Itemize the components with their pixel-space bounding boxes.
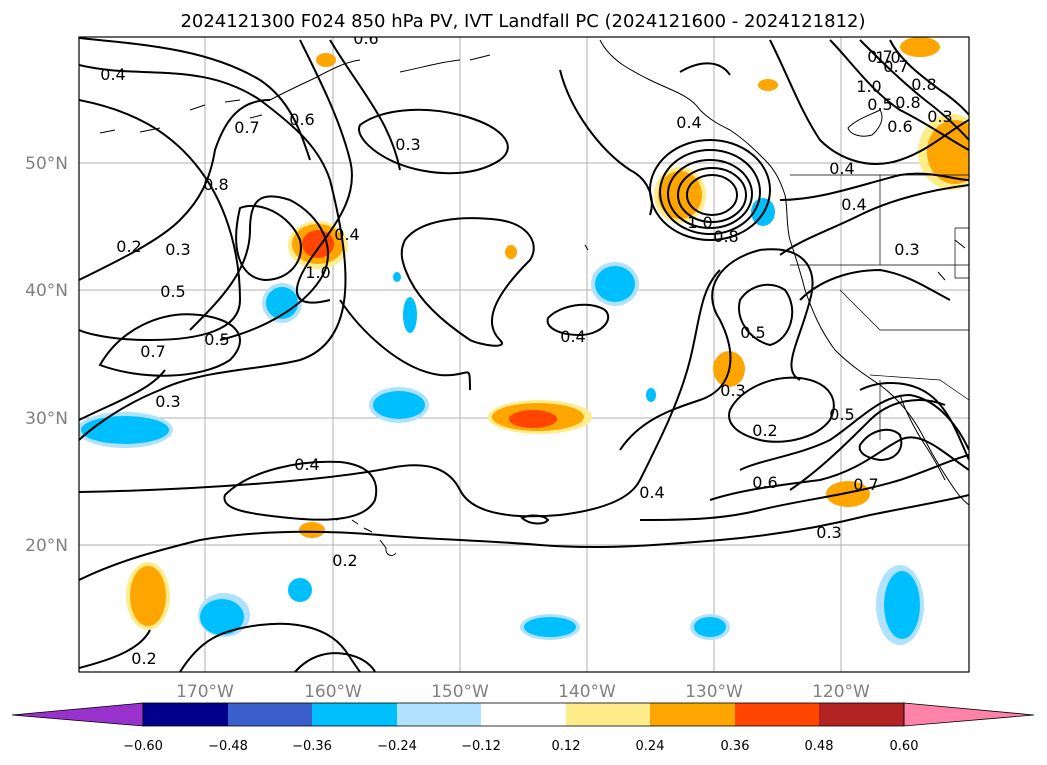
shade-positive-24n-120w <box>826 481 870 507</box>
contour-label: 0.4 <box>560 327 585 346</box>
contour-label: 0.3 <box>894 240 919 259</box>
contour-label: 0.5 <box>160 282 185 301</box>
colorbar-tick-label: −0.12 <box>461 739 501 754</box>
coastlines <box>99 39 969 556</box>
colorbar-segment <box>819 703 904 726</box>
longitude-labels: 170°W 160°W 150°W 140°W 130°W 120°W <box>176 682 870 702</box>
lat-label-20n: 20°N <box>25 536 68 556</box>
colorbar-tick-label: 0.24 <box>636 739 665 754</box>
colorbar-segment <box>228 703 312 726</box>
contour-label: 0.8 <box>895 93 920 112</box>
contour-label: 0.4 <box>841 195 866 214</box>
contour-label: 0.4 <box>294 455 319 474</box>
colorbar-tick-label: −0.60 <box>123 739 163 754</box>
contour-label: 0.5 <box>740 323 765 342</box>
contour-label: 0.5 <box>829 405 854 424</box>
contour-label: 0.5 <box>867 95 892 114</box>
contour-label: 0.4 <box>100 65 125 84</box>
contour-label: 0.5 <box>204 330 229 349</box>
contour-label: 0.4 <box>829 159 854 178</box>
lat-label-50n: 50°N <box>25 154 68 174</box>
contour-label: 0.7 <box>234 118 259 137</box>
contour-label: 0.7 <box>867 47 892 66</box>
colorbar-tick-label: 0.36 <box>721 739 750 754</box>
political-borders <box>790 174 969 440</box>
lat-label-40n: 40°N <box>25 281 68 301</box>
contour-label: 0.6 <box>887 117 912 136</box>
colorbar-tick-label: −0.24 <box>377 739 417 754</box>
contour-label: 1.0 <box>305 263 330 282</box>
contour-label: 0.6 <box>752 473 777 492</box>
contour-label: 1.0 <box>687 213 712 232</box>
contour-label: 0.7 <box>140 342 165 361</box>
colorbar-frame <box>142 702 905 727</box>
colorbar-segment <box>650 703 735 726</box>
lon-label-120w: 120°W <box>812 682 870 702</box>
contour-label: 0.6 <box>353 29 378 48</box>
contour-label: 0.8 <box>713 227 738 246</box>
colorbar-segment <box>397 703 481 726</box>
colorbar-segment <box>143 703 228 726</box>
contour-label: 1.0 <box>875 48 900 67</box>
contour-label: 0.2 <box>752 421 777 440</box>
contour-label: 0.3 <box>927 107 952 126</box>
colorbar-segment <box>735 703 819 726</box>
contour-label: 0.2 <box>332 551 357 570</box>
pv-contours <box>79 37 969 672</box>
contour-label: 0.3 <box>720 381 745 400</box>
contour-label: 0.2 <box>131 649 156 668</box>
lon-label-140w: 140°W <box>558 682 616 702</box>
contour-label: 0.8 <box>203 175 228 194</box>
colorbar: −0.60 −0.48 −0.36 −0.24 −0.12 0.12 0.24 … <box>11 702 1035 754</box>
contour-label: 1.0 <box>856 77 881 96</box>
figure-title: 2024121300 F024 850 hPa PV, IVT Landfall… <box>180 11 865 32</box>
contour-label: 0.3 <box>816 523 841 542</box>
contour-label: 0.6 <box>289 110 314 129</box>
colorbar-extend-low <box>11 702 144 727</box>
contour-label: 0.4 <box>676 113 701 132</box>
colorbar-tick-label: 0.12 <box>552 739 581 754</box>
contour-label: 0.7 <box>853 475 878 494</box>
colorbar-segment <box>566 703 650 726</box>
contour-label: 0.2 <box>116 237 141 256</box>
contour-labels: 0.4 0.6 0.7 0.6 0.3 0.8 0.2 0.3 0.4 1.0 … <box>100 29 952 668</box>
contour-label: 0.3 <box>165 240 190 259</box>
colorbar-segment <box>312 703 397 726</box>
map-frame <box>78 36 970 673</box>
lon-label-130w: 130°W <box>685 682 743 702</box>
contour-label: 0.8 <box>911 75 936 94</box>
contour-label: 0.3 <box>155 392 180 411</box>
map-panel: 0.4 0.6 0.7 0.6 0.3 0.8 0.2 0.3 0.4 1.0 … <box>78 29 970 673</box>
colorbar-tick-label: −0.48 <box>208 739 248 754</box>
contour-label: 0.3 <box>395 135 420 154</box>
lon-label-150w: 150°W <box>431 682 489 702</box>
colorbar-tick-label: 0.48 <box>805 739 834 754</box>
lat-label-30n: 30°N <box>25 409 68 429</box>
contour-label: 0.4 <box>334 225 359 244</box>
colorbar-tick-label: −0.36 <box>292 739 332 754</box>
colorbar-extend-high <box>903 702 1035 727</box>
colorbar-tick-label: 0.60 <box>890 739 919 754</box>
lon-label-160w: 160°W <box>304 682 362 702</box>
latitude-labels: 50°N 40°N 30°N 20°N <box>25 154 68 556</box>
lon-label-170w: 170°W <box>176 682 234 702</box>
colorbar-segment <box>481 703 566 726</box>
contour-label: 0.4 <box>639 483 664 502</box>
contour-label: 0.7 <box>883 57 908 76</box>
